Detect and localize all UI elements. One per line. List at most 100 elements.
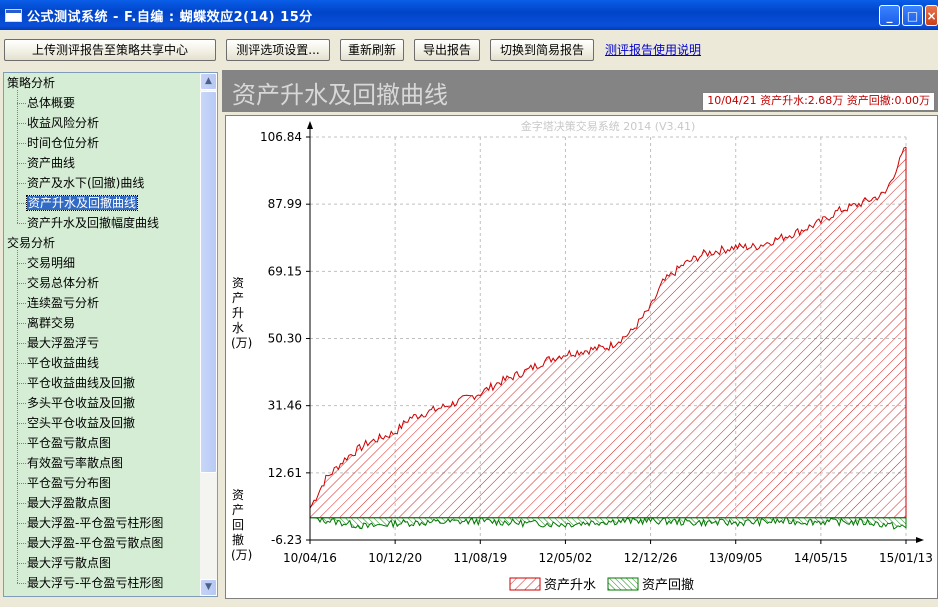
tree-connector (17, 103, 26, 104)
x-tick-label: 15/01/13 (879, 551, 933, 565)
sidebar-tree: 策略分析总体概要收益风险分析时间仓位分析 资产曲线 资产及水下(回撤)曲线资产升水及… (3, 72, 218, 597)
tree-item[interactable]: 交易总体分析 (27, 273, 99, 293)
y-tick-label: 12.61 (268, 466, 302, 480)
tree-item[interactable]: 交易明细 (27, 253, 75, 273)
scroll-thumb[interactable] (200, 91, 217, 473)
tree-item-label: 交易总体分析 (27, 276, 100, 290)
y-tick-label: -6.23 (271, 533, 302, 547)
tree-group-1[interactable]: 交易分析 (7, 236, 56, 250)
tree-connector (17, 90, 18, 223)
tree-item-label: 最大浮盈散点图 (27, 496, 112, 510)
tree-item[interactable]: 资产升水及回撤曲线 (25, 193, 139, 213)
tree-connector (17, 363, 26, 364)
y-axis-arrow (307, 121, 313, 129)
tree-connector (17, 303, 26, 304)
tree-connector (17, 403, 26, 404)
equity-drawdown-chart[interactable]: 金字塔决策交易系统 2014 (V3.41) 106.84 87.99 69.15 50… (226, 116, 937, 598)
switch-simple-report-button[interactable]: 切换到简易报告 (490, 39, 594, 61)
y-tick-label: 106.84 (260, 130, 302, 144)
tree-item[interactable]: 有效盈亏率散点图 (27, 453, 123, 473)
legend-swatch-equity (509, 577, 541, 591)
tree-item[interactable]: 平仓盈亏散点图 (27, 433, 111, 453)
tree-item-label: 平仓收益曲线及回撤 (27, 376, 136, 390)
tree-item[interactable]: 资产及水下(回撤)曲线 (27, 173, 144, 193)
tree-connector (17, 343, 26, 344)
tree-item-label: 资产升水及回撤曲线 (25, 195, 139, 211)
chart-watermark: 金字塔决策交易系统 2014 (V3.41) (521, 119, 696, 133)
minimize-button[interactable]: _ (879, 5, 900, 26)
tree-connector (17, 423, 26, 424)
tree-item[interactable]: 最大浮盈-平仓盈亏柱形图 (27, 513, 163, 533)
y-tick-label: 31.46 (268, 399, 302, 413)
refresh-button[interactable]: 重新刷新 (340, 39, 404, 61)
tree-item[interactable]: 时间仓位分析 (27, 133, 99, 153)
options-button[interactable]: 测评选项设置... (226, 39, 330, 61)
app-icon (5, 9, 22, 22)
tree-item[interactable]: 平仓收益曲线 (27, 353, 99, 373)
tree-item[interactable]: 收益风险分析 (27, 113, 99, 133)
tree-item-label: 连续盈亏分析 (27, 296, 100, 310)
x-tick-label: 10/04/16 (283, 551, 337, 565)
tree-connector (17, 263, 26, 264)
tree-connector (17, 583, 26, 584)
series-area-drawdown (309, 516, 907, 530)
tree-item-label: 最大浮盈-平仓盈亏散点图 (27, 536, 164, 550)
tree-connector (17, 483, 26, 484)
tree-item[interactable]: 总体概要 (27, 93, 75, 113)
tree-item[interactable]: 连续盈亏分析 (27, 293, 99, 313)
cursor-info-box: 10/04/21 资产升水:2.68万 资产回撤:0.00万 (702, 92, 935, 111)
scroll-down-icon[interactable]: ▼ (200, 579, 217, 596)
chart-area[interactable]: 金字塔决策交易系统 2014 (V3.41) 106.84 87.99 69.15 50… (225, 115, 938, 599)
tree-item-label: 最大浮盈浮亏 (27, 336, 100, 350)
tree-item[interactable]: 最大浮亏-平仓盈亏柱形图 (27, 573, 163, 593)
y-tick-label: 69.15 (268, 264, 302, 278)
tree-item-label: 最大浮盈-平仓盈亏柱形图 (27, 516, 164, 530)
tree-item-label: 平仓收益曲线 (27, 356, 100, 370)
help-link[interactable]: 测评报告使用说明 (605, 43, 702, 57)
tree-item[interactable]: 最大浮盈-平仓盈亏散点图 (27, 533, 163, 553)
close-button[interactable]: × (925, 5, 938, 26)
tree-item[interactable]: 平仓盈亏分布图 (27, 473, 111, 493)
tree-item-label: 多头平仓收益及回撤 (27, 396, 136, 410)
y-tick-label: 87.99 (268, 197, 302, 211)
tree-item-label: 有效盈亏率散点图 (27, 456, 124, 470)
tree-item-label: 收益风险分析 (27, 116, 100, 130)
tree-connector (17, 123, 26, 124)
upload-report-button[interactable]: 上传测评报告至策略共享中心 (4, 39, 216, 61)
tree-item[interactable]: 最大浮亏散点图 (27, 553, 111, 573)
tree-item[interactable]: 多头平仓收益及回撤 (27, 393, 135, 413)
y-tick-label: 50.30 (268, 332, 302, 346)
tree-item-label: 最大浮亏-平仓盈亏柱形图 (27, 576, 164, 590)
tree-connector (17, 463, 26, 464)
tree-item[interactable]: 最大浮盈散点图 (27, 493, 111, 513)
tree-connector (17, 443, 26, 444)
tree-connector (17, 503, 26, 504)
scroll-up-icon[interactable]: ▲ (200, 73, 217, 90)
sidebar-scrollbar[interactable]: ▲ ▼ (200, 73, 217, 596)
panel-title: 资产升水及回撤曲线 (232, 81, 448, 109)
title-bar: 公式测试系统 - F.自编 : 蝴蝶效应2(14) 15分 _ □ × (0, 0, 938, 30)
tree-connector (17, 383, 26, 384)
x-tick-label: 11/08/19 (453, 551, 507, 565)
tree-connector (17, 523, 26, 524)
maximize-button[interactable]: □ (902, 5, 923, 26)
tree-item-label: 空头平仓收益及回撤 (27, 416, 136, 430)
tree-item[interactable]: 平仓收益曲线及回撤 (27, 373, 135, 393)
export-button[interactable]: 导出报告 (414, 39, 480, 61)
tree-connector (17, 203, 26, 204)
y-axis-label-lower: 资产回撤(万) (231, 488, 253, 562)
tree-connector (17, 183, 26, 184)
panel-header: 资产升水及回撤曲线 10/04/21 资产升水:2.68万 资产回撤:0.00万 (222, 70, 938, 112)
tree-group-0[interactable]: 策略分析 (7, 76, 56, 90)
tree-item[interactable]: 空头平仓收益及回撤 (27, 413, 135, 433)
tree-connector (17, 283, 26, 284)
tree-item[interactable]: 离群交易 (27, 313, 75, 333)
x-tick-label: 14/05/15 (794, 551, 848, 565)
tree-item[interactable]: 资产升水及回撤幅度曲线 (27, 213, 159, 233)
tree-item[interactable]: 资产曲线 (27, 153, 75, 173)
tree-item-label: 资产升水及回撤幅度曲线 (27, 216, 160, 230)
y-axis-label-upper: 资产升水(万) (231, 276, 253, 350)
tree-item[interactable]: 最大浮盈浮亏 (27, 333, 99, 353)
tree-item-label: 离群交易 (27, 316, 76, 330)
legend-label-drawdown: 资产回撤 (642, 577, 694, 593)
